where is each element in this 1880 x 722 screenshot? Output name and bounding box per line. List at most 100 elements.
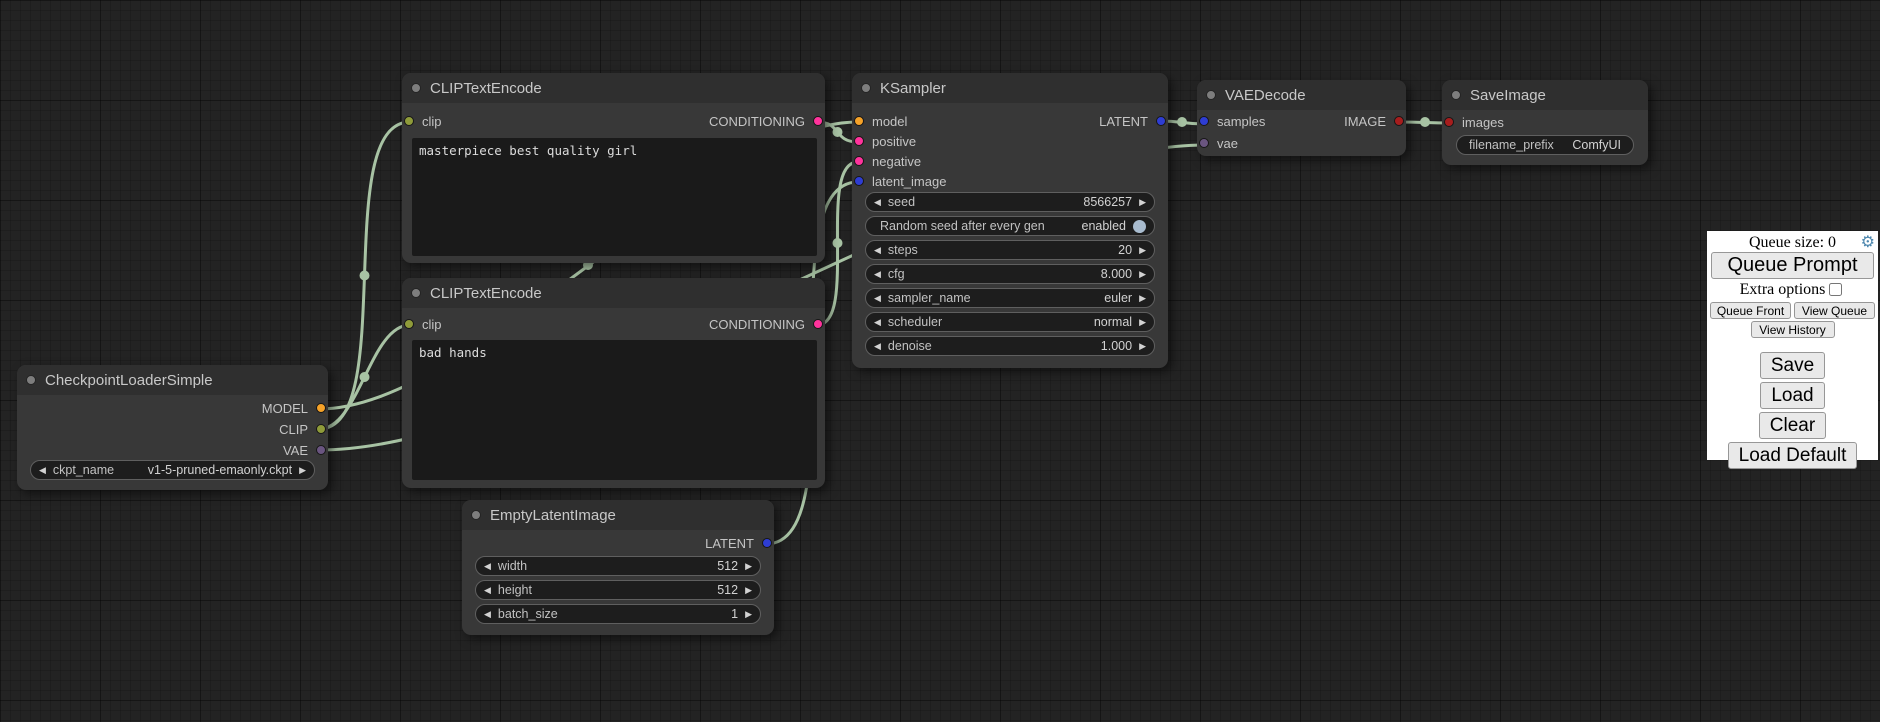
node-clip-text-encode-negative[interactable]: CLIPTextEncode clip CONDITIONING bad han… bbox=[402, 278, 825, 488]
link-dot bbox=[832, 127, 843, 137]
toggle-on-icon[interactable] bbox=[1133, 219, 1146, 233]
collapse-dot-icon[interactable] bbox=[1206, 90, 1216, 100]
widget-seed[interactable]: ◀ seed 8566257 ▶ bbox=[865, 192, 1155, 212]
negative-prompt-textarea[interactable]: bad hands bbox=[412, 340, 817, 480]
decrement-arrow-icon[interactable]: ◀ bbox=[39, 464, 46, 475]
port-model-output[interactable] bbox=[316, 403, 326, 413]
port-label: VAE bbox=[282, 443, 308, 458]
node-title-bar[interactable]: CheckpointLoaderSimple bbox=[17, 365, 328, 395]
port-samples-input[interactable] bbox=[1199, 116, 1209, 126]
view-history-button[interactable]: View History bbox=[1750, 321, 1835, 338]
collapse-dot-icon[interactable] bbox=[1451, 90, 1461, 100]
decrement-arrow-icon[interactable]: ◀ bbox=[484, 608, 491, 619]
port-clip-input[interactable] bbox=[404, 116, 414, 126]
node-title-bar[interactable]: EmptyLatentImage bbox=[462, 500, 774, 530]
port-image-output[interactable] bbox=[1394, 116, 1404, 126]
widget-batch-size[interactable]: ◀ batch_size 1 ▶ bbox=[475, 604, 761, 624]
link-dot bbox=[359, 270, 370, 281]
settings-gear-icon[interactable]: ⚙ bbox=[1860, 234, 1875, 251]
save-button[interactable]: Save bbox=[1759, 352, 1826, 379]
increment-arrow-icon[interactable]: ▶ bbox=[745, 560, 752, 571]
widget-scheduler[interactable]: ◀ scheduler normal ▶ bbox=[865, 312, 1155, 332]
port-latent-output[interactable] bbox=[1156, 116, 1166, 126]
increment-arrow-icon[interactable]: ▶ bbox=[1139, 244, 1146, 255]
collapse-dot-icon[interactable] bbox=[471, 510, 481, 520]
widget-steps[interactable]: ◀ steps 20 ▶ bbox=[865, 240, 1155, 260]
node-title-bar[interactable]: KSampler bbox=[852, 73, 1168, 103]
decrement-arrow-icon[interactable]: ◀ bbox=[874, 268, 881, 279]
node-clip-text-encode-positive[interactable]: CLIPTextEncode clip CONDITIONING masterp… bbox=[402, 73, 825, 263]
decrement-arrow-icon[interactable]: ◀ bbox=[874, 196, 881, 207]
decrement-arrow-icon[interactable]: ◀ bbox=[484, 584, 491, 595]
widget-value: 512 bbox=[717, 559, 739, 573]
increment-arrow-icon[interactable]: ▶ bbox=[1139, 316, 1146, 327]
widget-filename-prefix[interactable]: filename_prefix ComfyUI bbox=[1456, 135, 1634, 155]
port-label: clip bbox=[422, 114, 442, 129]
node-title-bar[interactable]: SaveImage bbox=[1442, 80, 1648, 110]
widget-sampler-name[interactable]: ◀ sampler_name euler ▶ bbox=[865, 288, 1155, 308]
port-vae-input[interactable] bbox=[1199, 138, 1209, 148]
queue-prompt-button[interactable]: Queue Prompt bbox=[1711, 252, 1874, 279]
load-default-button[interactable]: Load Default bbox=[1727, 442, 1858, 469]
link-dot bbox=[1177, 117, 1187, 127]
node-empty-latent-image[interactable]: EmptyLatentImage LATENT ◀ width 512 ▶ ◀ … bbox=[462, 500, 774, 635]
port-label: images bbox=[1462, 115, 1504, 130]
node-checkpoint-loader[interactable]: CheckpointLoaderSimple MODEL CLIP VAE ◀ … bbox=[17, 365, 328, 490]
node-vae-decode[interactable]: VAEDecode samples IMAGE vae bbox=[1197, 80, 1406, 156]
load-button[interactable]: Load bbox=[1760, 382, 1825, 409]
decrement-arrow-icon[interactable]: ◀ bbox=[484, 560, 491, 571]
increment-arrow-icon[interactable]: ▶ bbox=[299, 464, 306, 475]
port-images-input[interactable] bbox=[1444, 117, 1454, 127]
node-ksampler[interactable]: KSampler model LATENT positive negative … bbox=[852, 73, 1168, 368]
node-title-bar[interactable]: CLIPTextEncode bbox=[402, 278, 825, 308]
menu-panel: Queue size: 0 ⚙ Queue Prompt Extra optio… bbox=[1707, 231, 1878, 469]
port-vae-output[interactable] bbox=[316, 445, 326, 455]
decrement-arrow-icon[interactable]: ◀ bbox=[874, 316, 881, 327]
increment-arrow-icon[interactable]: ▶ bbox=[745, 608, 752, 619]
port-conditioning-output[interactable] bbox=[813, 319, 823, 329]
collapse-dot-icon[interactable] bbox=[411, 288, 421, 298]
node-title-bar[interactable]: VAEDecode bbox=[1197, 80, 1406, 110]
widget-ckpt-name[interactable]: ◀ ckpt_name v1-5-pruned-emaonly.ckpt ▶ bbox=[30, 460, 315, 480]
view-queue-button[interactable]: View Queue bbox=[1794, 302, 1875, 319]
widget-denoise[interactable]: ◀ denoise 1.000 ▶ bbox=[865, 336, 1155, 356]
port-negative-input[interactable] bbox=[854, 156, 864, 166]
collapse-dot-icon[interactable] bbox=[861, 83, 871, 93]
queue-front-button[interactable]: Queue Front bbox=[1710, 302, 1791, 319]
port-clip-input[interactable] bbox=[404, 319, 414, 329]
increment-arrow-icon[interactable]: ▶ bbox=[1139, 196, 1146, 207]
port-latent-image-input[interactable] bbox=[854, 176, 864, 186]
widget-random-seed-toggle[interactable]: Random seed after every gen enabled bbox=[865, 216, 1155, 236]
decrement-arrow-icon[interactable]: ◀ bbox=[874, 340, 881, 351]
widget-value: 20 bbox=[1118, 243, 1133, 257]
increment-arrow-icon[interactable]: ▶ bbox=[745, 584, 752, 595]
decrement-arrow-icon[interactable]: ◀ bbox=[874, 292, 881, 303]
widget-value: euler bbox=[1104, 291, 1133, 305]
increment-arrow-icon[interactable]: ▶ bbox=[1139, 268, 1146, 279]
port-model-input[interactable] bbox=[854, 116, 864, 126]
clear-button[interactable]: Clear bbox=[1758, 412, 1827, 439]
increment-arrow-icon[interactable]: ▶ bbox=[1139, 340, 1146, 351]
widget-height[interactable]: ◀ height 512 ▶ bbox=[475, 580, 761, 600]
port-positive-input[interactable] bbox=[854, 136, 864, 146]
positive-prompt-textarea[interactable]: masterpiece best quality girl bbox=[412, 138, 817, 256]
widget-value: normal bbox=[1093, 315, 1133, 329]
port-label: CONDITIONING bbox=[708, 317, 805, 332]
node-title: EmptyLatentImage bbox=[490, 506, 616, 524]
port-latent-output[interactable] bbox=[762, 538, 772, 548]
widget-label: cfg bbox=[887, 267, 905, 281]
extra-options-checkbox[interactable] bbox=[1829, 283, 1843, 296]
port-conditioning-output[interactable] bbox=[813, 116, 823, 126]
collapse-dot-icon[interactable] bbox=[26, 375, 36, 385]
decrement-arrow-icon[interactable]: ◀ bbox=[874, 244, 881, 255]
node-title-bar[interactable]: CLIPTextEncode bbox=[402, 73, 825, 103]
increment-arrow-icon[interactable]: ▶ bbox=[1139, 292, 1146, 303]
widget-label: denoise bbox=[887, 339, 932, 353]
widget-cfg[interactable]: ◀ cfg 8.000 ▶ bbox=[865, 264, 1155, 284]
node-save-image[interactable]: SaveImage images filename_prefix ComfyUI bbox=[1442, 80, 1648, 165]
collapse-dot-icon[interactable] bbox=[411, 83, 421, 93]
widget-value: 8.000 bbox=[1100, 267, 1133, 281]
widget-width[interactable]: ◀ width 512 ▶ bbox=[475, 556, 761, 576]
port-clip-output[interactable] bbox=[316, 424, 326, 434]
